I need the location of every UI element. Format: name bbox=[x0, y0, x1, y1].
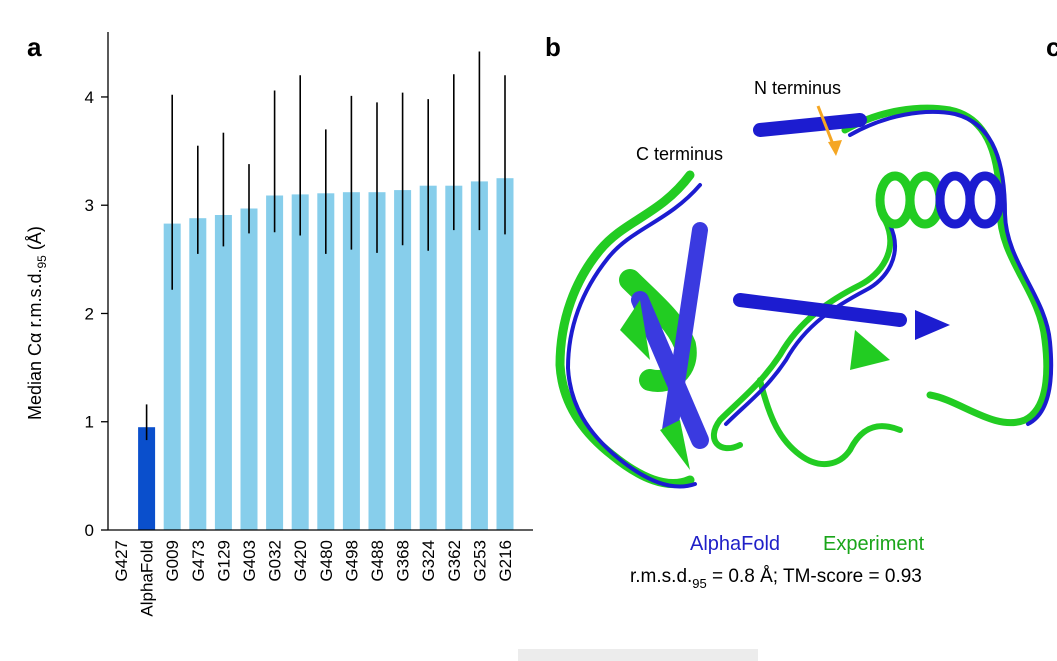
c-terminus-label: C terminus bbox=[636, 144, 723, 164]
x-tick-label: G480 bbox=[317, 540, 336, 582]
x-tick-label: AlphaFold bbox=[138, 540, 157, 617]
bar-g473 bbox=[189, 218, 207, 530]
y-tick-label: 4 bbox=[85, 88, 94, 107]
panel-letter-b: b bbox=[545, 32, 561, 62]
protein-structure-overlay: N terminus C terminus AlphaFold Experime… bbox=[555, 78, 1054, 591]
x-tick-label: G403 bbox=[240, 540, 259, 582]
x-tick-label: G488 bbox=[368, 540, 387, 582]
bar-g362 bbox=[445, 185, 463, 530]
legend-alphafold: AlphaFold bbox=[690, 533, 780, 555]
x-tick-label: G498 bbox=[342, 540, 361, 582]
horizontal-scrollbar[interactable] bbox=[518, 649, 758, 661]
bar-g216 bbox=[496, 178, 514, 530]
rmsd-tm-score-text: r.m.s.d.95 = 0.8 Å; TM-score = 0.93 bbox=[630, 566, 922, 591]
bar-g403 bbox=[240, 208, 258, 530]
x-tick-label: G009 bbox=[163, 540, 182, 582]
y-tick-label: 0 bbox=[85, 521, 94, 540]
beta-arrows bbox=[620, 300, 950, 470]
bar-g129 bbox=[214, 215, 232, 530]
x-tick-label: G216 bbox=[496, 540, 515, 582]
bar-g480 bbox=[317, 193, 335, 531]
y-tick-label: 3 bbox=[85, 196, 94, 215]
panel-letter-c: c bbox=[1046, 32, 1057, 62]
y-axis-title: Median Cα r.m.s.d.95 (Å) bbox=[25, 226, 49, 420]
bar-g420 bbox=[291, 194, 309, 530]
bar-g488 bbox=[368, 192, 386, 530]
x-tick-label: G253 bbox=[470, 540, 489, 582]
bars-group bbox=[138, 178, 514, 531]
n-terminus-label: N terminus bbox=[754, 78, 841, 98]
x-tick-label: G420 bbox=[291, 540, 310, 582]
n-terminus-arrow-head bbox=[828, 140, 842, 156]
y-tick-label: 2 bbox=[85, 304, 94, 323]
x-tick-label: G324 bbox=[419, 540, 438, 582]
bar-g253 bbox=[470, 181, 488, 530]
bar-chart: G427 AlphaFold G009 G473 G129 G403 G032 G420 G48… bbox=[25, 32, 533, 617]
x-tick-label: G032 bbox=[266, 540, 285, 582]
x-tick-label: G427 bbox=[112, 540, 131, 582]
bar-g368 bbox=[394, 190, 412, 530]
x-tick-label: G368 bbox=[394, 540, 413, 582]
bar-g324 bbox=[419, 185, 437, 530]
bar-g498 bbox=[342, 192, 360, 530]
bar-g032 bbox=[266, 195, 284, 530]
alphafold-ribbon bbox=[566, 109, 1054, 489]
y-tick-label: 1 bbox=[85, 413, 94, 432]
bar-alphafold bbox=[138, 427, 156, 530]
error-bars-group bbox=[145, 51, 506, 441]
legend-experiment: Experiment bbox=[823, 533, 925, 555]
x-tick-label: G362 bbox=[445, 540, 464, 582]
x-tick-label: G129 bbox=[214, 540, 233, 582]
x-tick-label: G473 bbox=[189, 540, 208, 582]
panel-letter-a: a bbox=[27, 32, 42, 62]
axes-group: G427 AlphaFold G009 G473 G129 G403 G032 G420 G48… bbox=[85, 32, 533, 617]
bar-g009 bbox=[163, 223, 181, 530]
helix bbox=[875, 171, 1005, 229]
